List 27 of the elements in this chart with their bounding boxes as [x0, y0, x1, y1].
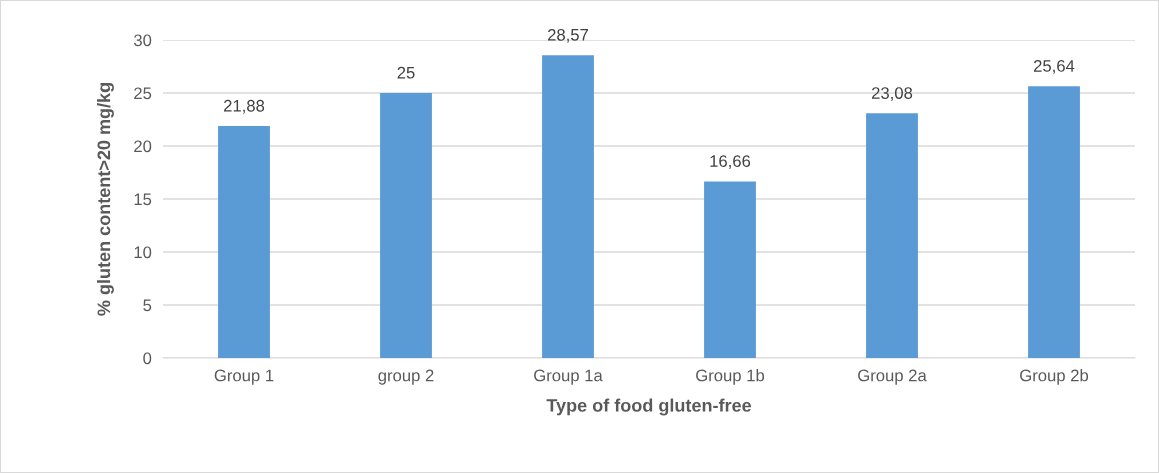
y-tick-label: 15 [134, 193, 152, 206]
y-tick-label: 25 [134, 87, 152, 100]
x-axis-title: Type of food gluten-free [546, 398, 752, 416]
y-axis-title: % gluten content>20 mg/kg [97, 83, 114, 316]
bar [866, 113, 918, 358]
data-label: 21,88 [223, 99, 265, 114]
data-label: 25,64 [1033, 60, 1075, 74]
x-tick-label: Group 2b [1020, 369, 1089, 385]
y-tick-label: 5 [143, 299, 152, 312]
data-label: 25 [397, 66, 415, 79]
x-tick-label: Group 1a [534, 369, 603, 385]
x-tick-label: Group 1b [696, 369, 765, 385]
x-tick-label: Group 1 [214, 369, 274, 385]
data-label: 16,66 [710, 155, 751, 169]
bar [218, 126, 270, 358]
data-label: 28,57 [547, 28, 589, 43]
x-tick-label: group 2 [378, 369, 434, 385]
bar [704, 181, 756, 358]
y-tick-label: 0 [143, 352, 152, 365]
y-tick-label: 20 [134, 140, 152, 153]
y-tick-label: 30 [133, 34, 152, 47]
bar [542, 55, 594, 358]
bar [1028, 86, 1080, 358]
data-label: 23,08 [871, 87, 913, 101]
x-tick-label: Group 2a [858, 369, 927, 385]
y-tick-label: 10 [134, 246, 152, 259]
bar [380, 93, 432, 358]
